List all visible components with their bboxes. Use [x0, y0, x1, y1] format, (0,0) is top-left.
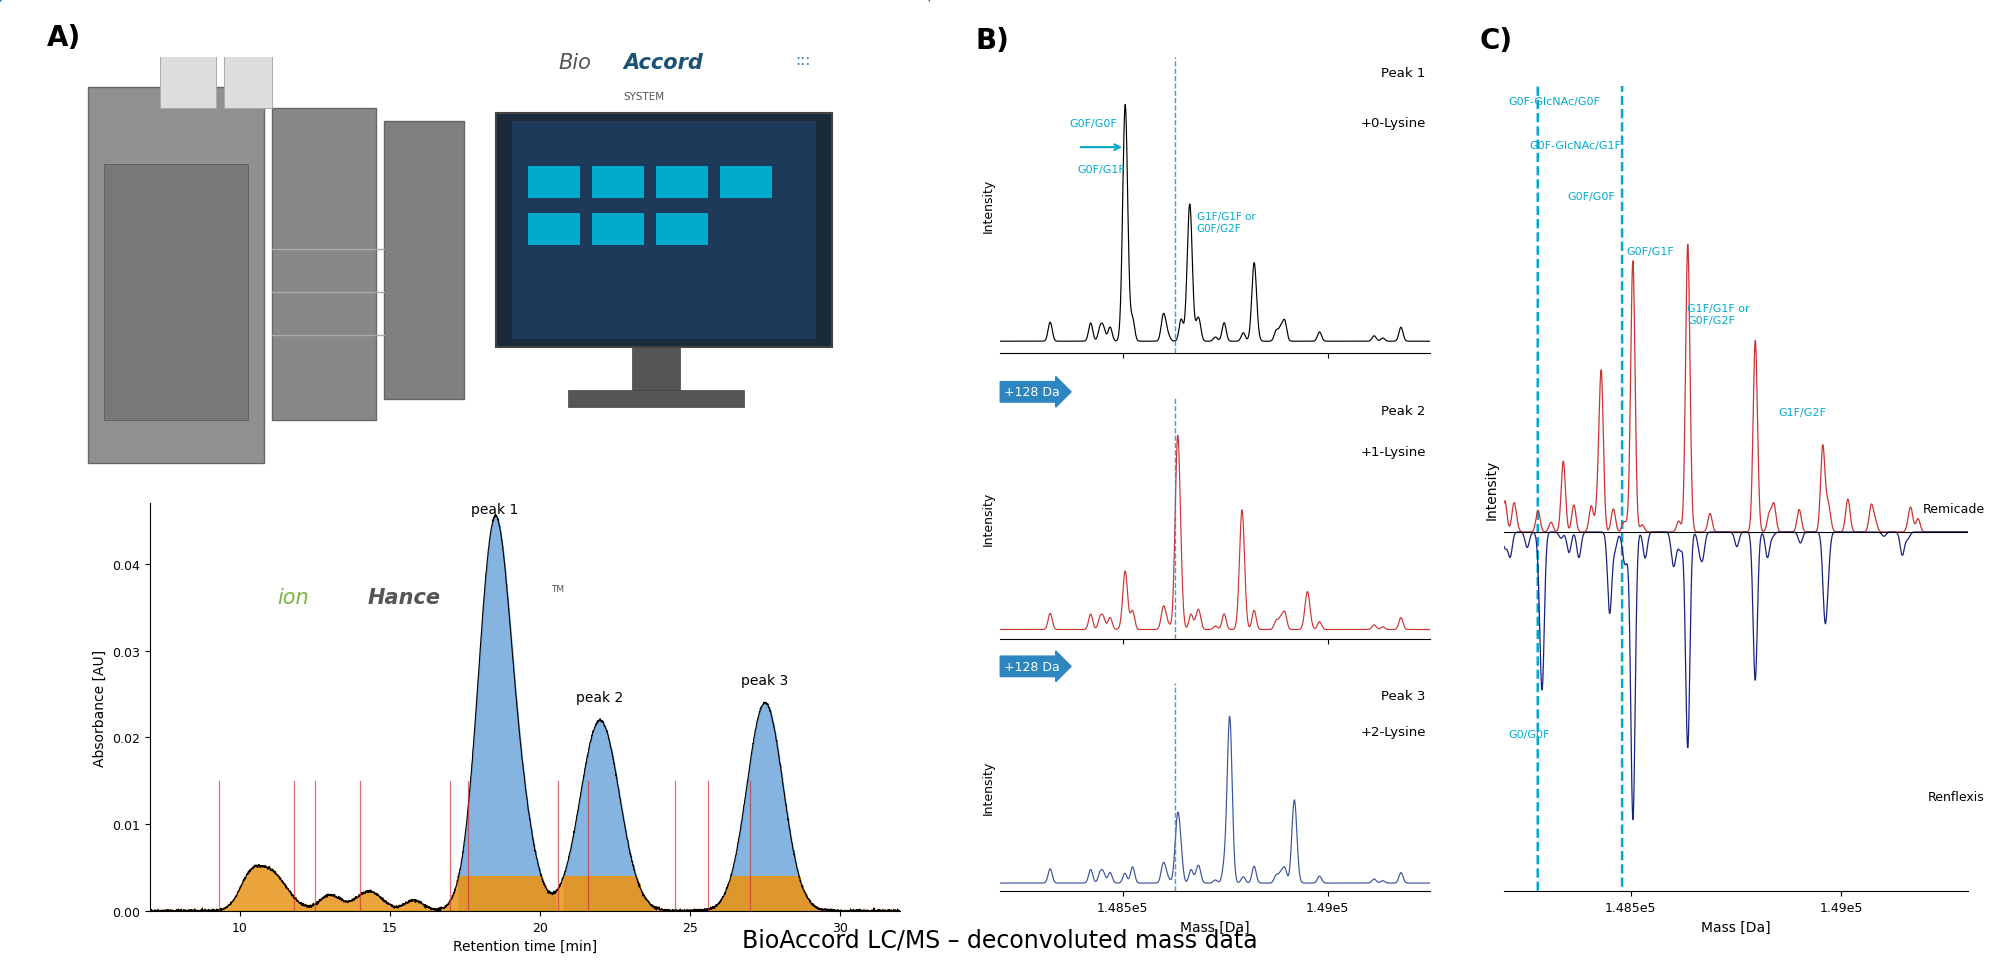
Bar	[568, 391, 744, 408]
Text: G0F/G1F: G0F/G1F	[1078, 165, 1126, 174]
Bar	[224, 41, 272, 109]
Text: :::: :::	[796, 53, 810, 68]
Text: +0-Lysine: +0-Lysine	[1360, 117, 1426, 130]
Text: G1F/G2F: G1F/G2F	[1778, 408, 1826, 418]
Text: G0F/G1F: G0F/G1F	[1626, 247, 1674, 257]
FancyBboxPatch shape	[0, 0, 940, 969]
Text: G0F/G0F: G0F/G0F	[1070, 119, 1118, 129]
Bar	[528, 214, 580, 246]
Text: SYSTEM: SYSTEM	[624, 92, 664, 102]
Y-axis label: Intensity: Intensity	[982, 761, 994, 814]
Text: +128 Da: +128 Da	[1004, 660, 1060, 673]
Bar	[168, 41, 208, 54]
Bar	[160, 54, 216, 109]
Text: peak 1: peak 1	[472, 503, 518, 516]
Bar	[272, 109, 376, 421]
Text: Accord: Accord	[624, 53, 702, 74]
Text: G1F/G1F or
G0F/G2F: G1F/G1F or G0F/G2F	[1688, 304, 1750, 326]
X-axis label: Mass [Da]: Mass [Da]	[1702, 920, 1770, 934]
Text: +2-Lysine: +2-Lysine	[1360, 725, 1426, 737]
Bar	[720, 167, 772, 199]
Bar	[232, 28, 264, 41]
Text: Hance: Hance	[368, 587, 440, 608]
Text: +128 Da: +128 Da	[1004, 386, 1060, 399]
Text: ion: ion	[278, 587, 310, 608]
Bar	[104, 165, 248, 421]
Bar	[592, 214, 644, 246]
Y-axis label: Intensity: Intensity	[1484, 459, 1498, 519]
Text: TM: TM	[552, 585, 564, 594]
Text: Peak 1: Peak 1	[1382, 67, 1426, 80]
Text: Renflexis: Renflexis	[1928, 790, 1984, 803]
Bar	[632, 348, 680, 391]
Y-axis label: Intensity: Intensity	[982, 491, 994, 546]
Text: BioAccord LC/MS – deconvoluted mass data: BioAccord LC/MS – deconvoluted mass data	[742, 927, 1258, 952]
Y-axis label: Intensity: Intensity	[982, 179, 994, 233]
X-axis label: Mass [Da]: Mass [Da]	[1180, 920, 1250, 934]
Text: G0/G0F: G0/G0F	[1508, 730, 1550, 739]
Text: G1F/G1F or
G0F/G2F: G1F/G1F or G0F/G2F	[1196, 212, 1256, 234]
Y-axis label: Absorbance [AU]: Absorbance [AU]	[92, 649, 106, 766]
Text: Bio: Bio	[558, 53, 590, 74]
Text: G0F-GlcNAc/G0F: G0F-GlcNAc/G0F	[1508, 97, 1600, 108]
Text: Peak 2: Peak 2	[1382, 405, 1426, 418]
X-axis label: Retention time [min]: Retention time [min]	[452, 939, 598, 953]
Bar	[88, 88, 264, 463]
Text: Peak 3: Peak 3	[1382, 689, 1426, 703]
Bar	[656, 167, 708, 199]
Bar	[512, 122, 816, 339]
Bar	[528, 167, 580, 199]
Bar	[592, 167, 644, 199]
Text: +1-Lysine: +1-Lysine	[1360, 446, 1426, 458]
Text: G0F/G0F: G0F/G0F	[1568, 192, 1616, 203]
Bar	[656, 214, 708, 246]
Text: peak 3: peak 3	[742, 673, 788, 687]
Bar	[496, 113, 832, 348]
Text: C): C)	[1480, 27, 1514, 55]
Text: G0F-GlcNAc/G1F: G0F-GlcNAc/G1F	[1530, 141, 1622, 150]
Text: A): A)	[46, 24, 80, 52]
Text: Remicade: Remicade	[1922, 503, 1984, 516]
Bar	[384, 122, 464, 399]
Text: B): B)	[976, 27, 1010, 55]
Text: peak 2: peak 2	[576, 691, 624, 704]
